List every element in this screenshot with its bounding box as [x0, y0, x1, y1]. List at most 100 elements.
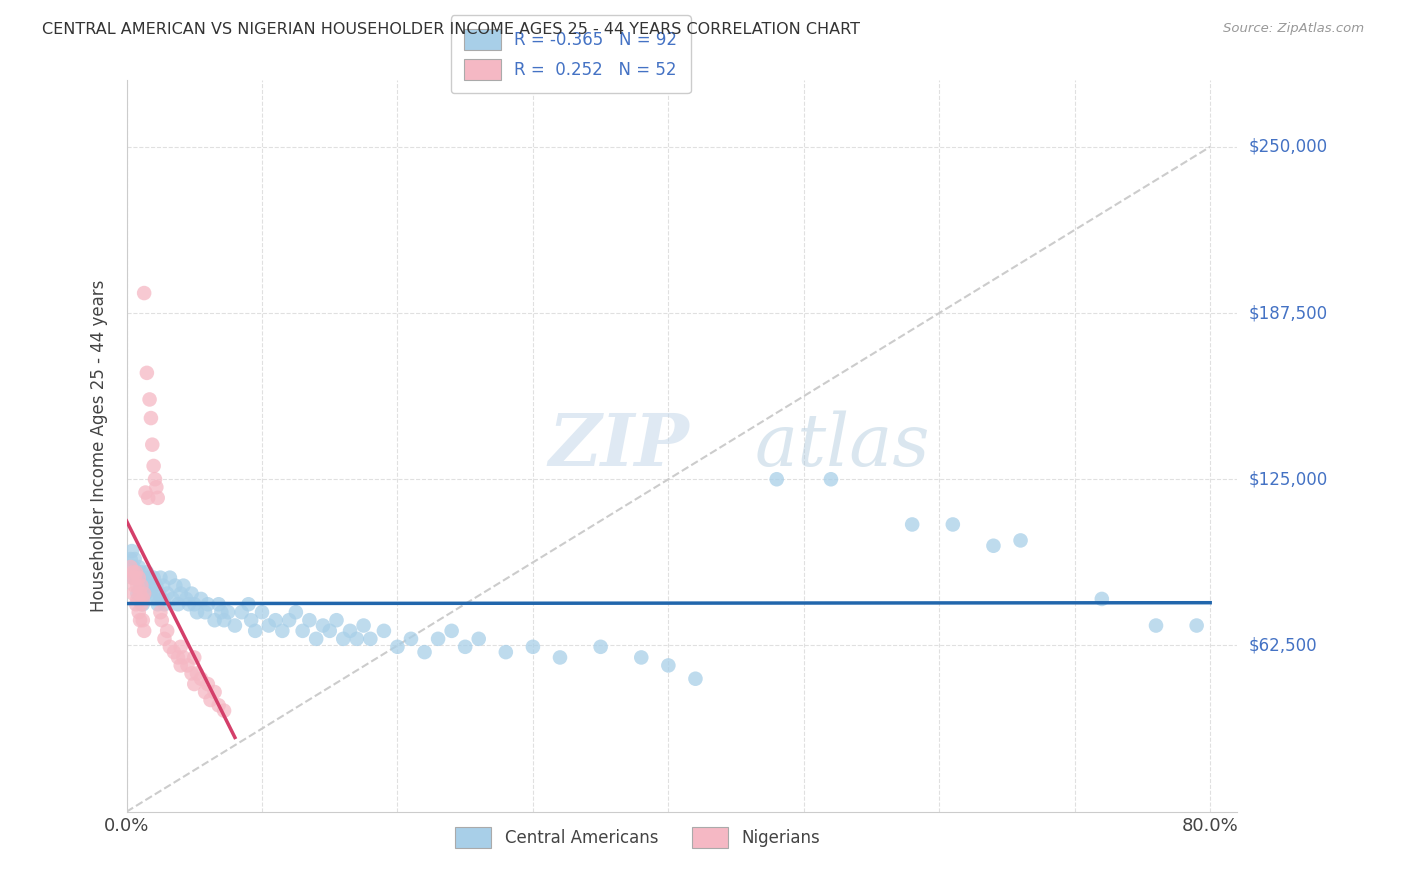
- Point: [145, 480, 167, 494]
- Point: [190, 672, 212, 686]
- Point: [125, 566, 148, 580]
- Point: [150, 591, 173, 606]
- Point: [427, 632, 450, 646]
- Point: [167, 597, 190, 611]
- Point: [122, 566, 145, 580]
- Point: [176, 658, 198, 673]
- Point: [134, 485, 156, 500]
- Point: [170, 658, 193, 673]
- Point: [143, 472, 166, 486]
- Point: [124, 571, 146, 585]
- Point: [129, 586, 152, 600]
- Point: [134, 586, 156, 600]
- Point: [200, 693, 222, 707]
- Point: [143, 591, 166, 606]
- Point: [245, 624, 267, 638]
- Text: CENTRAL AMERICAN VS NIGERIAN HOUSEHOLDER INCOME AGES 25 - 44 YEARS CORRELATION C: CENTRAL AMERICAN VS NIGERIAN HOUSEHOLDER…: [42, 22, 860, 37]
- Point: [129, 571, 152, 585]
- Text: Source: ZipAtlas.com: Source: ZipAtlas.com: [1223, 22, 1364, 36]
- Point: [467, 632, 489, 646]
- Point: [278, 613, 301, 627]
- Point: [146, 597, 169, 611]
- Point: [209, 605, 232, 619]
- Point: [454, 640, 477, 654]
- Point: [685, 672, 707, 686]
- Point: [373, 624, 395, 638]
- Point: [129, 613, 152, 627]
- Point: [170, 640, 193, 654]
- Point: [134, 286, 156, 301]
- Point: [183, 597, 205, 611]
- Point: [820, 472, 842, 486]
- Point: [149, 605, 172, 619]
- Point: [231, 605, 253, 619]
- Point: [131, 566, 153, 580]
- Point: [124, 579, 146, 593]
- Point: [141, 438, 163, 452]
- Point: [163, 645, 186, 659]
- Point: [548, 650, 571, 665]
- Point: [138, 392, 160, 407]
- Point: [183, 677, 205, 691]
- Point: [139, 586, 162, 600]
- Point: [197, 677, 219, 691]
- Point: [284, 605, 307, 619]
- Point: [136, 491, 159, 505]
- Point: [122, 586, 145, 600]
- Point: [134, 571, 156, 585]
- Point: [121, 544, 143, 558]
- Point: [128, 560, 150, 574]
- Point: [224, 618, 246, 632]
- Point: [204, 685, 226, 699]
- Point: [332, 632, 354, 646]
- Point: [522, 640, 544, 654]
- Point: [339, 624, 361, 638]
- Point: [153, 632, 176, 646]
- Point: [146, 491, 169, 505]
- Point: [120, 560, 142, 574]
- Point: [186, 666, 208, 681]
- Text: $125,000: $125,000: [1249, 470, 1327, 488]
- Point: [132, 597, 155, 611]
- Point: [172, 650, 194, 665]
- Point: [1185, 618, 1208, 632]
- Text: $187,500: $187,500: [1249, 304, 1327, 322]
- Point: [156, 586, 179, 600]
- Point: [162, 591, 184, 606]
- Point: [122, 571, 145, 585]
- Point: [167, 650, 190, 665]
- Point: [150, 613, 173, 627]
- Point: [165, 579, 187, 593]
- Point: [156, 624, 179, 638]
- Point: [132, 613, 155, 627]
- Point: [180, 666, 202, 681]
- Text: ZIP: ZIP: [548, 410, 689, 482]
- Point: [139, 411, 162, 425]
- Point: [346, 632, 368, 646]
- Point: [148, 586, 170, 600]
- Point: [131, 579, 153, 593]
- Point: [183, 650, 205, 665]
- Point: [901, 517, 924, 532]
- Point: [194, 685, 217, 699]
- Point: [387, 640, 409, 654]
- Point: [132, 591, 155, 606]
- Point: [125, 597, 148, 611]
- Point: [186, 605, 208, 619]
- Point: [153, 597, 176, 611]
- Point: [141, 579, 163, 593]
- Point: [135, 566, 157, 580]
- Point: [257, 618, 280, 632]
- Point: [319, 624, 342, 638]
- Point: [440, 624, 463, 638]
- Point: [132, 579, 155, 593]
- Point: [142, 458, 165, 473]
- Text: $250,000: $250,000: [1249, 137, 1327, 156]
- Point: [152, 579, 174, 593]
- Point: [197, 597, 219, 611]
- Point: [125, 566, 148, 580]
- Point: [399, 632, 422, 646]
- Point: [238, 597, 260, 611]
- Point: [159, 640, 181, 654]
- Point: [135, 366, 157, 380]
